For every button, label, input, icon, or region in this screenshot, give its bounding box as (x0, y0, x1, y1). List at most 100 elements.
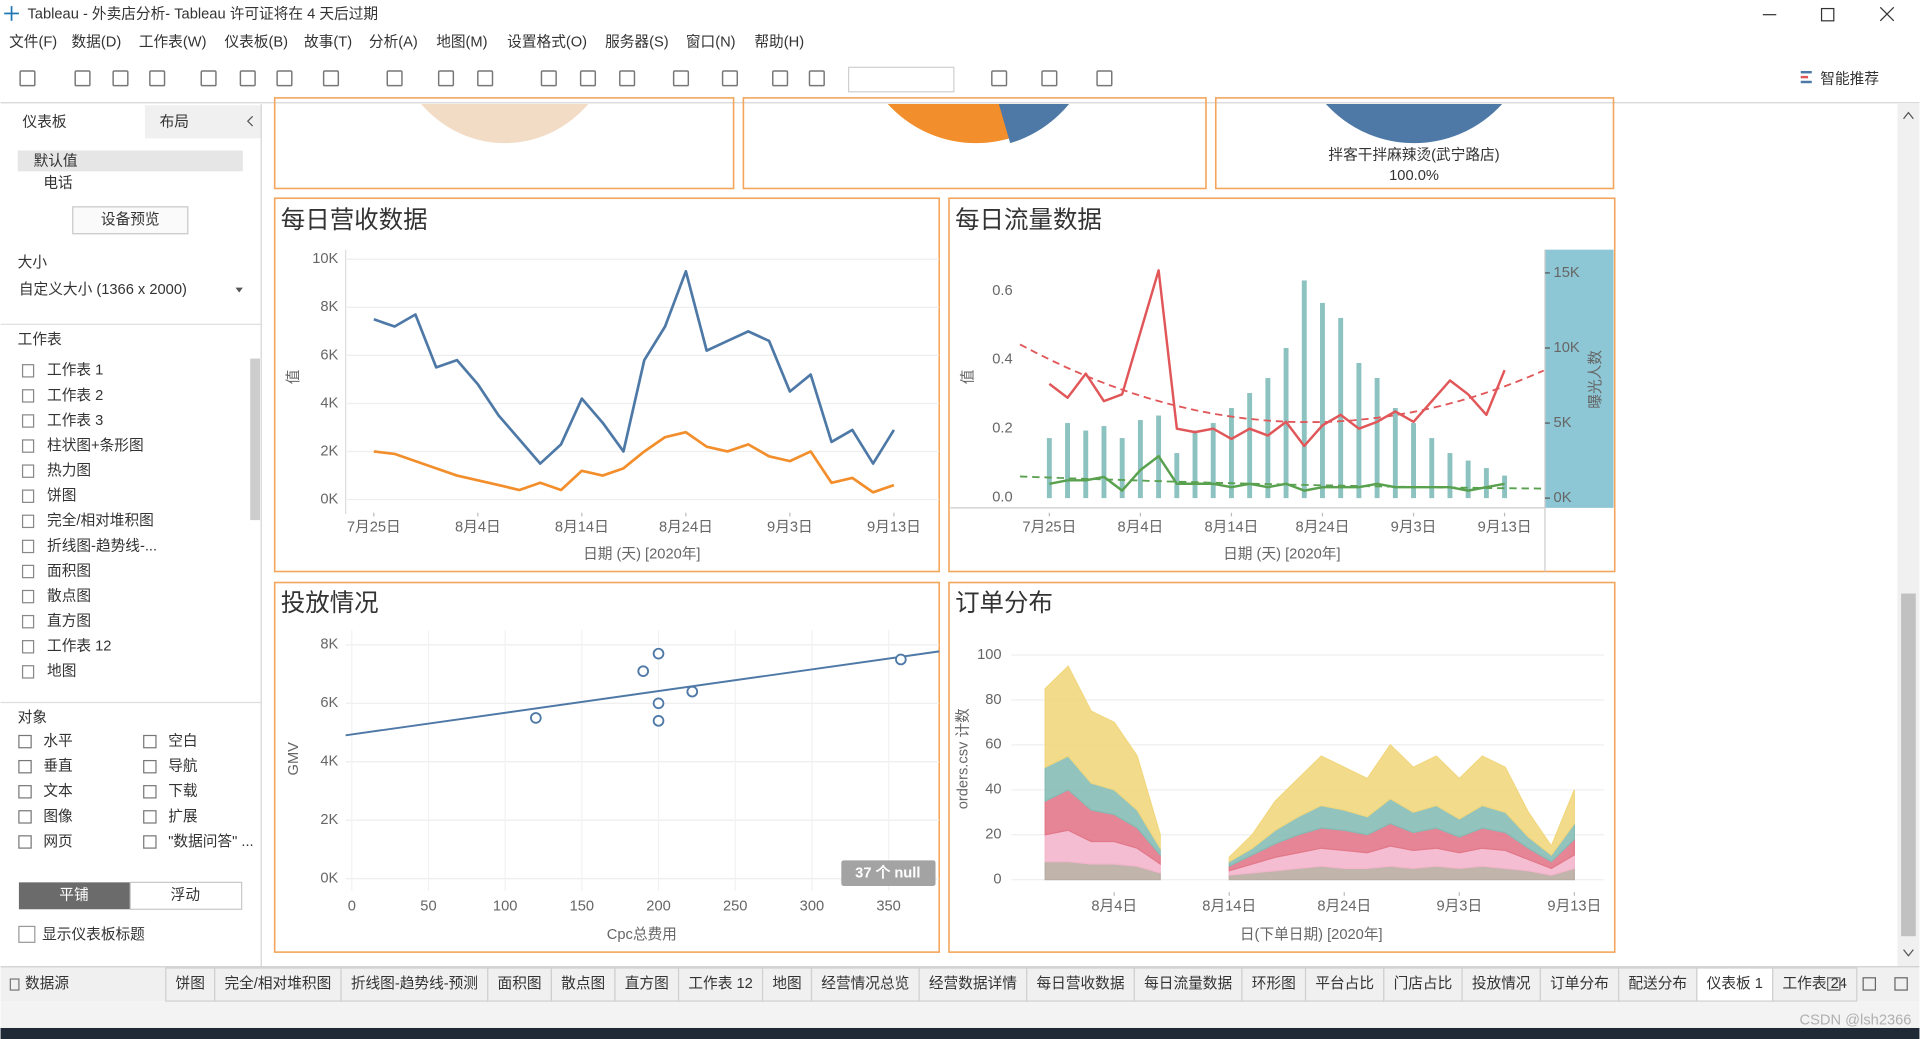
tab[interactable]: 工作表 12 (688, 975, 752, 992)
object-item[interactable]: 导航 (168, 758, 198, 775)
tab[interactable]: 饼图 (176, 975, 205, 992)
scroll-down[interactable] (1903, 949, 1914, 957)
sheet-item[interactable]: 散点图 (47, 587, 91, 604)
sheet-item[interactable]: 工作表 1 (47, 362, 103, 379)
toolbar-icon[interactable] (772, 70, 789, 87)
object-item[interactable]: 文本 (43, 783, 73, 800)
tab-action[interactable] (1827, 977, 1841, 991)
tile-button-box[interactable] (18, 882, 131, 910)
window-controls[interactable] (1762, 6, 1895, 22)
tab[interactable]: 配送分布 (1628, 975, 1687, 992)
tab[interactable]: 数据源 (25, 975, 69, 992)
tab[interactable]: 门店占比 (1394, 975, 1453, 992)
tab[interactable]: 地图 (772, 975, 801, 992)
menu-item[interactable]: 数据(D) (72, 34, 122, 51)
tab[interactable]: 每日营收数据 (1037, 975, 1125, 992)
sheet-item[interactable]: 完全/相对堆积图 (47, 511, 154, 529)
tab[interactable]: 经营情况总览 (821, 975, 909, 992)
toolbar-icon[interactable] (322, 70, 340, 87)
sheet-item[interactable]: 折线图-趋势线-... (47, 537, 157, 554)
sheet-item[interactable]: 地图 (47, 663, 76, 680)
toolbar-icon[interactable] (672, 70, 690, 87)
tab[interactable]: 工作表 24 (1783, 975, 1847, 992)
tab[interactable]: 散点图 (561, 975, 605, 992)
toolbar-icon[interactable] (477, 70, 494, 87)
object-item[interactable]: 空白 (168, 732, 197, 749)
tab[interactable]: 直方图 (625, 975, 669, 992)
object-item[interactable]: 图像 (43, 808, 73, 825)
tab[interactable]: 订单分布 (1550, 975, 1609, 992)
float-button-box[interactable] (129, 881, 243, 910)
toolbar-dropdown[interactable] (848, 66, 955, 93)
sheet-item[interactable]: 柱状图+条形图 (47, 437, 144, 454)
toolbar-icon[interactable] (149, 70, 166, 87)
menu-item[interactable]: 窗口(N) (686, 33, 736, 51)
tab[interactable]: 仪表板 1 (1707, 974, 1763, 992)
tab-action[interactable] (1862, 977, 1877, 991)
toolbar-icon[interactable] (991, 70, 1008, 87)
sidebar-tab[interactable]: 布局 (160, 113, 189, 130)
sheet-item[interactable]: 热力图 (47, 462, 91, 479)
sheet-item[interactable]: 工作表 3 (47, 412, 103, 429)
sheet-item[interactable]: 工作表 2 (47, 387, 103, 404)
preview-button[interactable]: 设备预览 (101, 211, 160, 228)
object-item[interactable]: 垂直 (43, 758, 73, 775)
preview-button-box[interactable] (72, 206, 189, 235)
size-select[interactable]: 自定义大小 (1366 x 2000) (19, 281, 187, 298)
tab[interactable]: 平台占比 (1315, 975, 1374, 992)
recommend-button[interactable]: 智能推荐 (1820, 69, 1879, 87)
object-item[interactable]: 下载 (168, 783, 198, 800)
show-title-label[interactable]: 显示仪表板标题 (42, 925, 145, 943)
tab-action[interactable] (1894, 977, 1908, 991)
tab[interactable]: 投放情况 (1472, 975, 1531, 992)
layout-mode[interactable]: 浮动 (171, 887, 200, 904)
toolbar-icon[interactable] (276, 70, 293, 87)
object-item[interactable]: 网页 (43, 834, 72, 850)
menu-item[interactable]: 故事(T) (304, 34, 352, 51)
menu-item[interactable]: 帮助(H) (754, 34, 804, 51)
collapse-arrow[interactable] (246, 115, 254, 127)
tab[interactable]: 环形图 (1252, 975, 1296, 992)
sheet-item[interactable]: 饼图 (47, 487, 76, 504)
toolbar-icon[interactable] (74, 70, 91, 87)
checkbox[interactable] (18, 925, 36, 943)
layout-mode[interactable]: 平铺 (59, 887, 88, 904)
device-item[interactable]: 默认值 (34, 152, 78, 169)
toolbar-icon[interactable] (579, 70, 597, 87)
toolbar-icon[interactable] (112, 70, 129, 87)
tab[interactable]: 每日流量数据 (1144, 975, 1232, 992)
toolbar-icon[interactable] (1096, 70, 1113, 87)
tab[interactable]: 完全/相对堆积图 (224, 974, 331, 992)
menu-item[interactable]: 仪表板(B) (225, 33, 289, 51)
toolbar-icon[interactable] (540, 70, 557, 87)
v-scroll-thumb[interactable] (1901, 593, 1916, 937)
toolbar-icon[interactable] (721, 70, 739, 87)
toolbar-icon[interactable] (808, 70, 825, 87)
toolbar-icon[interactable] (619, 70, 636, 87)
menu-item[interactable]: 分析(A) (369, 34, 418, 51)
sidebar-scroll-thumb[interactable] (250, 358, 260, 521)
null-indicator[interactable]: 37 个 null (855, 865, 920, 882)
sheet-item[interactable]: 面积图 (47, 562, 91, 579)
toolbar-icon[interactable] (1041, 70, 1058, 87)
toolbar-icon[interactable] (386, 70, 403, 87)
sheet-item[interactable]: 工作表 12 (47, 638, 111, 655)
menu-item[interactable]: 地图(M) (436, 34, 487, 51)
object-item[interactable]: 扩展 (168, 808, 198, 825)
menu-item[interactable]: 服务器(S) (605, 34, 669, 51)
menu-item[interactable]: 设置格式(O) (507, 34, 587, 51)
device-item[interactable]: 电话 (43, 174, 73, 191)
object-item[interactable]: 水平 (43, 732, 72, 749)
scroll-up[interactable] (1903, 111, 1914, 120)
toolbar-icon[interactable] (200, 70, 217, 87)
tab[interactable]: 折线图-趋势线-预测 (351, 975, 478, 992)
menu-item[interactable]: 工作表(W) (139, 34, 207, 51)
object-item[interactable]: "数据问答" ... (168, 833, 253, 850)
toolbar-icon[interactable] (437, 70, 455, 87)
toolbar-icon[interactable] (19, 70, 36, 87)
sheet-item[interactable]: 直方图 (47, 613, 91, 630)
tab[interactable]: 面积图 (498, 975, 542, 992)
menu-item[interactable]: 文件(F) (9, 34, 57, 51)
sidebar-tab[interactable]: 仪表板 (23, 112, 67, 130)
toolbar-icon[interactable] (239, 70, 256, 87)
